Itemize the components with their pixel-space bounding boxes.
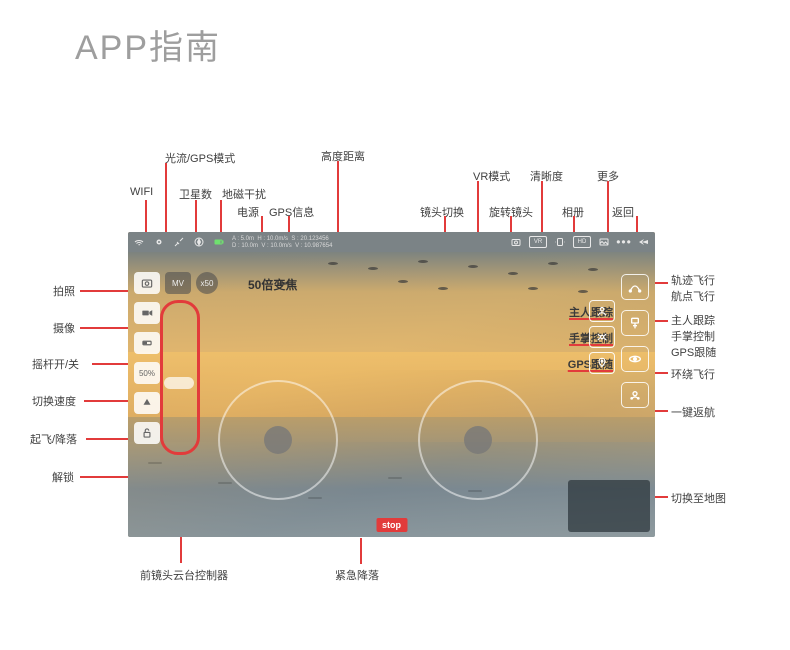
label-record: 摄像 bbox=[53, 320, 75, 336]
page-title: APP指南 bbox=[75, 20, 221, 69]
label-orbit: 环绕飞行 bbox=[671, 366, 715, 382]
status-bar: A : 5.0m H : 10.0m/s S : 20.123456 D : 1… bbox=[128, 232, 655, 252]
callout-line bbox=[477, 181, 479, 238]
label-rth: 一键返航 bbox=[671, 404, 715, 420]
mini-map[interactable] bbox=[568, 480, 650, 532]
label-power: 电源 bbox=[237, 204, 259, 220]
rth-button[interactable] bbox=[621, 382, 649, 408]
back-icon[interactable] bbox=[637, 235, 651, 249]
more-icon[interactable]: ••• bbox=[617, 235, 631, 249]
hd-badge[interactable]: HD bbox=[573, 236, 591, 248]
wifi-icon[interactable] bbox=[132, 235, 146, 249]
owner-track-mini-icon[interactable] bbox=[589, 300, 615, 322]
rotate-lens-icon[interactable] bbox=[553, 235, 567, 249]
label-follow-modes: 主人跟踪 手掌控制 GPS跟随 bbox=[671, 312, 716, 360]
label-altitude: 高度距离 bbox=[321, 148, 365, 164]
label-lens-switch: 镜头切换 bbox=[420, 204, 464, 220]
palm-mini-icon[interactable] bbox=[589, 326, 615, 348]
gps-info: A : 5.0m H : 10.0m/s S : 20.123456 D : 1… bbox=[232, 236, 332, 249]
label-joystick: 摇杆开/关 bbox=[32, 356, 79, 372]
gps-follow-mini-icon[interactable] bbox=[589, 352, 615, 374]
right-joystick[interactable] bbox=[418, 380, 538, 500]
record-button[interactable] bbox=[134, 302, 160, 324]
speed-button[interactable]: 50% bbox=[134, 362, 160, 384]
label-emergency: 紧急降落 bbox=[335, 567, 379, 583]
left-joystick[interactable] bbox=[218, 380, 338, 500]
stop-button[interactable]: stop bbox=[376, 518, 407, 532]
callout-line bbox=[80, 476, 135, 478]
label-gps-info: GPS信息 bbox=[269, 204, 314, 220]
callout-line bbox=[80, 290, 135, 292]
label-geomag: 地磁干扰 bbox=[222, 186, 266, 202]
zoom-label: 50倍变焦 bbox=[248, 276, 297, 293]
callout-line bbox=[80, 327, 135, 329]
label-unlock: 解锁 bbox=[52, 469, 74, 485]
callout-line bbox=[337, 161, 339, 238]
label-speed: 切换速度 bbox=[32, 393, 76, 409]
label-back: 返回 bbox=[612, 204, 634, 220]
label-clarity: 清晰度 bbox=[530, 168, 563, 184]
waypoint-button[interactable] bbox=[621, 274, 649, 300]
label-wifi: WIFI bbox=[130, 186, 153, 198]
gallery-icon[interactable] bbox=[597, 235, 611, 249]
joystick-toggle-button[interactable] bbox=[134, 332, 160, 354]
compass-icon[interactable] bbox=[192, 235, 206, 249]
zoom-x50-button[interactable]: x50 bbox=[196, 272, 218, 294]
label-photo: 拍照 bbox=[53, 283, 75, 299]
gimbal-slider[interactable] bbox=[164, 377, 194, 389]
mv-button[interactable]: MV bbox=[165, 272, 191, 294]
callout-line bbox=[607, 181, 609, 238]
satellite-icon[interactable] bbox=[172, 235, 186, 249]
eye-icon[interactable] bbox=[152, 235, 166, 249]
takeoff-button[interactable] bbox=[134, 392, 160, 414]
vr-badge[interactable]: VR bbox=[529, 236, 547, 248]
battery-icon[interactable] bbox=[212, 235, 226, 249]
right-toolbar bbox=[621, 274, 649, 408]
label-track-waypoint: 轨迹飞行 航点飞行 bbox=[671, 272, 715, 304]
label-optical-gps: 光流/GPS模式 bbox=[165, 150, 235, 166]
photo-button[interactable] bbox=[134, 272, 160, 294]
label-gimbal: 前镜头云台控制器 bbox=[140, 567, 228, 583]
callout-line bbox=[360, 538, 362, 564]
callout-line bbox=[541, 181, 543, 238]
callout-line bbox=[165, 163, 167, 238]
label-map: 切换至地图 bbox=[671, 490, 726, 506]
label-takeoff: 起飞/降落 bbox=[30, 431, 77, 447]
camera-switch-icon[interactable] bbox=[509, 235, 523, 249]
orbit-button[interactable] bbox=[621, 346, 649, 372]
follow-mode-button[interactable] bbox=[621, 310, 649, 336]
app-screen: A : 5.0m H : 10.0m/s S : 20.123456 D : 1… bbox=[128, 232, 655, 537]
unlock-button[interactable] bbox=[134, 422, 160, 444]
